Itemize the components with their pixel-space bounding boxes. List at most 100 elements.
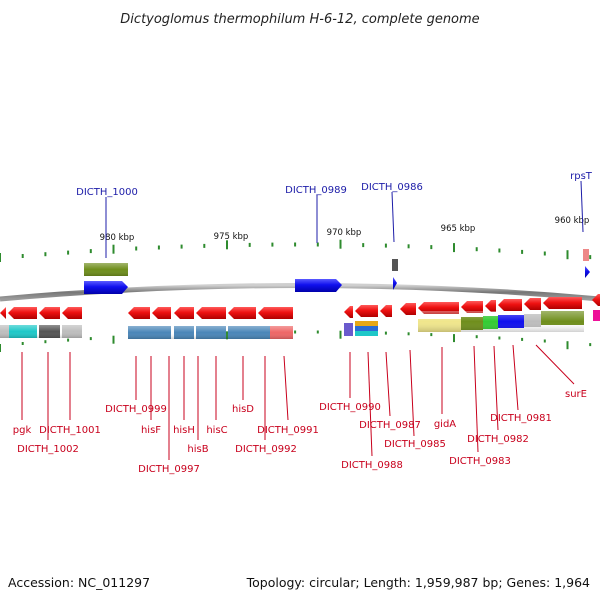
gene-reverse-edge[interactable] [592,294,600,306]
axis-tick-bottom [67,338,70,342]
axis-tick-bottom [498,336,501,340]
axis-tick-top [589,255,592,260]
gene-DICTH-0983[interactable] [461,301,483,313]
label-DICTH-0985[interactable]: DICTH_0985 [384,439,446,450]
top-label-DICTH-0989[interactable]: DICTH_0989 [285,185,347,196]
gene-DICTH-0985[interactable] [400,303,416,315]
label-DICTH-0992[interactable]: DICTH_0992 [235,444,297,455]
label-DICTH-0990[interactable]: DICTH_0990 [319,402,381,413]
label-DICTH-0982[interactable]: DICTH_0982 [467,434,529,445]
axis-tick-bottom [21,342,24,345]
axis-tick-bottom [430,333,433,337]
gene-rpsT[interactable] [585,266,590,278]
axis-tick-bottom [521,337,524,341]
axis-tick-top [339,239,342,249]
label-hisC[interactable]: hisC [206,425,227,436]
axis-tick-top [294,242,297,247]
gene-hisD[interactable] [258,307,293,319]
label-pgk[interactable]: pgk [13,425,32,436]
label-hisH[interactable]: hisH [173,425,195,436]
axis-tick-bottom [589,343,592,347]
axis-tick-top [67,250,70,255]
gene-DICTH-0986[interactable] [393,277,397,290]
axis-tick-top [112,244,115,254]
gene-DICTH-1001[interactable] [39,307,60,319]
label-surE[interactable]: surE [565,389,587,400]
tick-label-975: 975 kbp [214,232,249,242]
axis-tick-top [248,242,251,247]
axis-tick-bottom [475,335,478,339]
axis-tick-top [543,251,546,256]
gene-DICTH-1002[interactable] [8,307,37,319]
axis-tick-bottom [0,344,1,352]
label-hisD[interactable]: hisD [232,404,254,415]
gene-DICTH-0989[interactable] [295,279,342,292]
label-DICTH-0997[interactable]: DICTH_0997 [138,464,200,475]
axis-tick-top [453,243,455,253]
label-DICTH-0991[interactable]: DICTH_0991 [257,425,319,436]
genome-summary-text: Topology: circular; Length: 1,959,987 bp… [246,575,590,590]
label-hisB[interactable]: hisB [187,444,208,455]
gene-hisB[interactable] [196,307,226,319]
gene-hisF[interactable] [152,307,171,319]
gene-DICTH-0981[interactable] [498,299,522,311]
bottom-labels: pgk DICTH_1002 DICTH_1001 DICTH_0999 his… [13,389,587,475]
axis-ticks [0,239,592,352]
axis-tick-top [566,250,569,260]
top-label-rpsT[interactable]: rpsT [570,171,593,182]
axis-tick-top [430,245,433,250]
axis-tick-top [0,253,1,262]
axis-tick-labels: 980 kbp 975 kbp 970 kbp 965 kbp 960 kbp [100,216,590,243]
axis-tick-top [384,243,387,248]
axis-tick-bottom [543,339,546,343]
axis-tick-top [271,242,274,247]
axis-tick-bottom [453,334,455,343]
bottom-label-leaders [21,344,575,460]
label-gidA[interactable]: gidA [434,419,456,430]
tick-label-960: 960 kbp [555,216,590,226]
gene-DICTH-0982[interactable] [485,300,496,312]
gene-hisC[interactable] [228,307,256,319]
label-DICTH-0983[interactable]: DICTH_0983 [449,456,511,467]
axis-tick-top [316,242,319,247]
map-title: Dictyoglomus thermophilum H-6-12, comple… [120,12,479,27]
gene-DICTH-0999[interactable] [128,307,150,319]
gene-DICTH-1001b[interactable] [62,307,82,319]
label-DICTH-1002[interactable]: DICTH_1002 [17,444,79,455]
label-DICTH-0981[interactable]: DICTH_0981 [490,413,552,424]
gene-DICTH-0988[interactable] [355,305,378,317]
gene-reverse-end[interactable] [543,297,582,309]
gene-DICTH-0987[interactable] [380,305,392,317]
label-DICTH-0988[interactable]: DICTH_0988 [341,460,403,471]
axis-tick-bottom [566,341,569,350]
gene-surE[interactable] [524,298,541,310]
axis-tick-top [180,244,183,249]
axis-tick-top [21,254,24,258]
gene-DICTH-1000[interactable] [84,281,128,294]
axis-tick-bottom [89,337,92,341]
axis-tick-top [135,246,138,251]
label-DICTH-0999[interactable]: DICTH_0999 [105,404,167,415]
axis-tick-bottom [112,335,115,344]
tick-label-980: 980 kbp [100,233,135,243]
label-hisF[interactable]: hisF [141,425,161,436]
label-DICTH-0987[interactable]: DICTH_0987 [359,420,421,431]
reverse-domain-blocks [0,310,600,339]
gene-pgk[interactable] [0,307,6,319]
gene-DICTH-0990[interactable] [344,306,353,318]
axis-tick-bottom [44,340,47,344]
top-labels: DICTH_1000 DICTH_0989 DICTH_0986 rpsT [76,171,593,258]
tick-label-970: 970 kbp [327,228,362,238]
axis-tick-top [44,252,47,257]
gene-hisH[interactable] [174,307,194,319]
top-label-DICTH-0986[interactable]: DICTH_0986 [361,182,423,193]
axis-tick-top [203,243,206,248]
axis-tick-bottom [294,330,297,334]
axis-tick-bottom [316,330,319,334]
top-label-DICTH-1000[interactable]: DICTH_1000 [76,187,138,198]
axis-tick-top [521,249,524,254]
label-DICTH-1001[interactable]: DICTH_1001 [39,425,101,436]
forward-domain-blocks [84,249,589,276]
axis-tick-top [362,243,365,248]
